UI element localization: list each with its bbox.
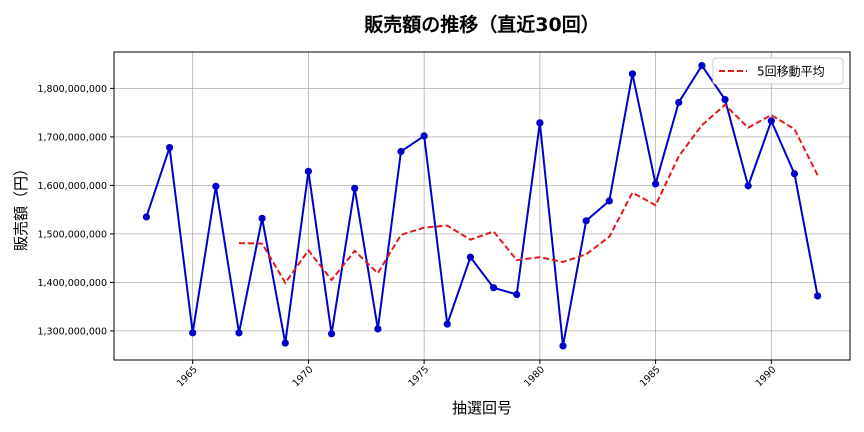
sales-data-point [235,329,243,337]
plot-frame [113,51,851,361]
legend-frame [712,57,844,85]
sales-data-point [443,320,451,328]
x-tick-label: 1975 [406,364,431,389]
moving-average-series-line [238,103,819,285]
y-tick-label: 1,300,000,000 [37,326,107,337]
sales-data-point [281,339,289,347]
x-tick-label: 1970 [291,364,316,389]
y-tick-label: 1,400,000,000 [37,278,107,289]
y-tick-label: 1,700,000,000 [37,132,107,143]
sales-data-point [304,167,313,175]
sales-data-point [420,132,428,140]
sales-data-point [767,117,775,125]
axis-ticks: 1965 1970 1975 1980 1985 1990 1,300,000,000 1,4… [37,84,778,389]
sales-data-point [651,180,660,188]
sales-data-point [374,325,382,333]
sales-data-point [813,292,822,300]
sales-series-line [145,64,819,347]
sales-data-point [721,95,729,104]
sales-data-point [605,197,613,205]
legend-moving-average-label: 5回移動平均 [757,65,825,79]
series-layer [142,61,822,350]
grid-lines [114,52,850,360]
x-tick-label: 1965 [175,364,200,389]
sales-data-point [142,213,151,221]
sales-data-point [790,170,799,178]
sales-data-point [675,98,683,107]
sales-data-point [536,119,544,127]
y-tick-label: 1,600,000,000 [37,181,107,192]
sales-data-point [489,284,498,292]
sales-data-point [582,217,590,225]
sales-data-point [212,182,220,190]
sales-data-point [189,329,197,337]
legend: 5回移動平均 [712,57,844,85]
y-tick-label: 1,500,000,000 [37,229,107,240]
sales-data-point [744,182,752,190]
sales-data-point [698,61,706,70]
sales-data-point [559,342,567,350]
y-tick-label: 1,800,000,000 [37,84,107,95]
y-axis-title: 販売額（円） [12,161,30,251]
sales-data-point [258,214,266,222]
x-axis-title: 抽選回号 [452,399,512,417]
sales-data-point [165,143,174,152]
sales-data-point [351,184,359,192]
sales-data-point [466,253,475,261]
x-tick-label: 1980 [522,364,547,389]
x-tick-label: 1985 [638,364,663,389]
sales-data-point [327,330,336,338]
sales-data-point [513,290,521,299]
x-tick-label: 1990 [754,364,779,389]
sales-data-point [397,147,405,156]
sales-data-point [628,70,637,78]
chart-title: 販売額の推移（直近30回） [364,13,599,36]
